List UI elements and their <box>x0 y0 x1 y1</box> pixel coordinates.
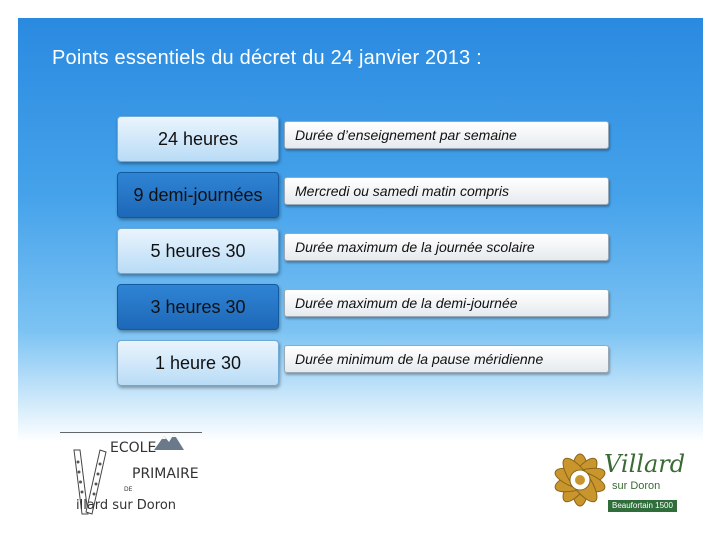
duration-description: Durée maximum de la journée scolaire <box>284 233 609 261</box>
town-logo: Villard sur Doron Beaufortain 1500 <box>546 446 688 518</box>
mountain-icon <box>154 434 184 450</box>
town-subtitle: sur Doron <box>612 480 661 492</box>
town-badge: Beaufortain 1500 <box>608 500 677 512</box>
duration-key: 1 heure 30 <box>117 340 279 386</box>
duration-key: 3 heures 30 <box>117 284 279 330</box>
duration-key: 24 heures <box>117 116 279 162</box>
school-name-line: DE <box>124 486 133 493</box>
town-name: Villard <box>604 450 686 478</box>
duration-description: Durée maximum de la demi-journée <box>284 289 609 317</box>
slide-title: Points essentiels du décret du 24 janvie… <box>52 47 482 69</box>
edelweiss-icon <box>554 453 606 507</box>
school-logo: ECOLE PRIMAIRE DE illard sur Doron <box>60 430 202 520</box>
divider <box>60 432 202 433</box>
duration-key: 5 heures 30 <box>117 228 279 274</box>
duration-description: Durée d’enseignement par semaine <box>284 121 609 149</box>
school-name-line: ECOLE <box>110 440 157 456</box>
duration-description: Durée minimum de la pause méridienne <box>284 345 609 373</box>
duration-description: Mercredi ou samedi matin compris <box>284 177 609 205</box>
school-name-line: PRIMAIRE <box>132 466 199 482</box>
duration-key: 9 demi-journées <box>117 172 279 218</box>
ski-v-icon <box>73 449 107 515</box>
school-name-line: illard sur Doron <box>76 498 177 513</box>
